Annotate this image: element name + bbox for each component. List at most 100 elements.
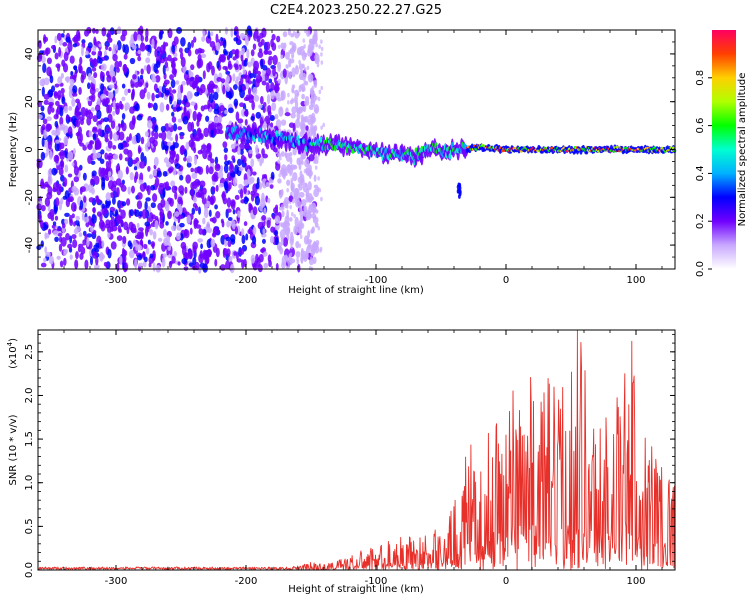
spectrogram-noise-blob — [176, 106, 182, 112]
spectrogram-noise-blob — [146, 64, 151, 75]
spectrogram-noise-blob — [225, 84, 231, 92]
spectrogram-noise-blob — [239, 188, 244, 199]
spectrogram-noise-blob — [122, 235, 127, 244]
spectrogram-noise-blob — [107, 248, 112, 259]
spectrogram-noise-blob — [211, 125, 215, 131]
spectrogram-noise-blob — [79, 142, 85, 147]
spectrogram-noise-blob — [127, 149, 133, 159]
spectrogram-noise-blob — [89, 57, 93, 63]
spectrogram-noise-blob — [58, 167, 64, 176]
spectrogram-noise-blob — [289, 58, 295, 64]
spectrogram-noise-blob — [251, 100, 255, 111]
spectrogram-noise-blob — [106, 37, 113, 43]
spectrogram-noise-blob — [171, 225, 177, 231]
spectrogram-fringe-blob — [320, 60, 324, 65]
spectrogram-noise-blob — [200, 191, 205, 199]
spectrogram-noise-blob — [90, 160, 96, 165]
spectrogram-noise-blob — [52, 221, 57, 226]
spectrogram-noise-blob — [177, 118, 182, 123]
spectrogram-fringe-blob — [287, 263, 291, 268]
spectrogram-noise-blob — [135, 43, 139, 52]
spectrogram-noise-blob — [211, 65, 215, 76]
spectrogram-fringe-blob — [290, 47, 293, 53]
spectrogram-noise-blob — [271, 102, 277, 112]
spectrogram-noise-blob — [71, 162, 75, 167]
spectrogram-noise-blob — [307, 244, 312, 250]
spectrogram-noise-blob — [147, 165, 151, 172]
spectrogram-noise-blob — [265, 41, 271, 51]
spectrogram-noise-blob — [140, 232, 144, 239]
spectrogram-noise-blob — [91, 76, 95, 83]
spectrogram-noise-blob — [147, 102, 151, 109]
spectrogram-fringe-blob — [318, 89, 322, 95]
spectrogram-noise-blob — [112, 154, 119, 161]
spectrogram-fringe-blob — [320, 125, 323, 130]
spectrogram-noise-blob — [132, 74, 137, 80]
spectrogram-noise-blob — [171, 68, 177, 75]
spectrogram-noise-blob — [78, 65, 83, 74]
spectrogram-noise-blob — [300, 72, 307, 81]
spectrogram-noise-blob — [121, 83, 126, 89]
spectrogram-noise-blob — [192, 245, 197, 254]
spectrogram-noise-blob — [246, 48, 250, 59]
spectrogram-noise-blob — [75, 251, 79, 260]
spectrogram-noise-blob — [68, 106, 73, 111]
spectrogram-noise-blob — [99, 70, 104, 82]
spectrogram-noise-blob — [300, 122, 306, 127]
spectrogram-noise-blob — [243, 59, 248, 67]
spectrogram-noise-blob — [250, 254, 256, 264]
spectrogram-noise-blob — [299, 106, 306, 112]
spectrogram-noise-blob — [150, 73, 156, 80]
spectrogram-fringe-blob — [311, 85, 315, 90]
spectrogram-noise-blob — [91, 214, 97, 224]
spectrogram-noise-blob — [210, 238, 216, 248]
spectrogram-noise-blob — [86, 116, 92, 126]
spectrogram-noise-blob — [45, 47, 51, 55]
spectrogram-noise-blob — [133, 31, 138, 42]
spectrogram-noise-blob — [308, 170, 313, 177]
spectrogram-noise-blob — [267, 58, 273, 66]
spectrogram-noise-blob — [308, 153, 315, 162]
spectrogram-noise-blob — [67, 41, 73, 53]
spectrogram-noise-blob — [165, 103, 170, 111]
spectrogram-noise-blob — [107, 170, 112, 177]
spectrogram-fringe-blob — [313, 215, 316, 221]
spectrogram-noise-blob — [117, 224, 122, 232]
spectrogram-noise-blob — [272, 147, 279, 153]
spectrogram-fringe-blob — [313, 126, 317, 132]
spectrogram-noise-blob — [71, 98, 76, 107]
spectrogram-noise-blob — [174, 163, 181, 169]
spectrogram-noise-blob — [57, 64, 61, 72]
y-tick-label: 0.0 — [24, 562, 35, 578]
spectrogram-noise-blob — [155, 60, 161, 68]
spectrogram-noise-blob — [250, 158, 255, 168]
spectrogram-noise-blob — [129, 209, 135, 217]
snr-frame — [37, 329, 676, 571]
spectrogram-noise-blob — [100, 221, 106, 232]
spectrogram-noise-blob — [181, 100, 185, 105]
spectrogram-noise-blob — [183, 94, 187, 100]
spectrogram-noise-blob — [127, 240, 132, 247]
spectrogram-noise-blob — [101, 167, 107, 176]
spectrogram-noise-blob — [199, 48, 205, 54]
spectrogram-noise-blob — [87, 72, 92, 81]
spectrogram-fringe-blob — [297, 183, 301, 188]
spectrogram-noise-blob — [202, 70, 206, 80]
spectrogram-noise-blob — [222, 39, 227, 49]
spectrogram-noise-blob — [145, 247, 150, 255]
spectrogram-noise-blob — [208, 93, 214, 104]
spectrogram-noise-blob — [41, 86, 45, 97]
spectrogram-noise-blob — [87, 143, 93, 150]
spectrogram-noise-blob — [89, 140, 93, 146]
spectrogram-noise-blob — [180, 37, 186, 47]
spectrogram-fringe-blob — [316, 62, 320, 68]
spectrogram-noise-blob — [109, 130, 113, 141]
spectrogram-noise-blob — [286, 179, 291, 186]
spectrogram-noise-blob — [99, 57, 103, 64]
spectrogram-noise-blob — [151, 243, 155, 250]
spectrogram-noise-blob — [136, 192, 143, 200]
spectrogram-fringe-blob — [308, 128, 311, 134]
spectrogram-noise-blob — [222, 84, 226, 95]
spectrogram-noise-blob — [108, 91, 114, 100]
spectrogram-noise-blob — [304, 158, 310, 168]
